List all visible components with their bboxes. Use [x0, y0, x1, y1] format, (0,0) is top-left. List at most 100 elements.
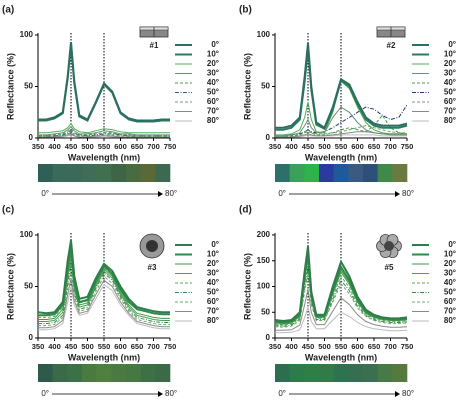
y-axis-label: Reflectance (%)	[5, 253, 15, 320]
legend-label: 60°	[207, 97, 219, 106]
legend-label: 80°	[207, 116, 219, 125]
x-tick-label: 600	[114, 342, 127, 351]
color-swatch	[96, 364, 112, 382]
x-tick-label: 600	[351, 342, 364, 351]
series-line	[38, 253, 170, 320]
series-line	[274, 258, 408, 325]
color-swatch	[304, 364, 320, 382]
legend-label: 0°	[211, 240, 219, 249]
series-line	[274, 268, 408, 327]
x-tick-label: 700	[147, 342, 160, 351]
series-line	[275, 80, 407, 136]
strip-arrow-head	[395, 191, 400, 197]
x-tick-label: 600	[351, 142, 364, 151]
legend-label: 0°	[211, 40, 219, 49]
color-swatch	[126, 164, 141, 182]
x-tick-label: 700	[147, 142, 160, 151]
x-tick-label: 750	[164, 342, 177, 351]
color-swatch	[289, 364, 305, 382]
color-swatch	[363, 364, 378, 382]
x-tick-label: 700	[384, 142, 397, 151]
x-axis-label: Wavelength (nm)	[68, 352, 140, 362]
legend-label: 0°	[448, 240, 456, 249]
x-tick-label: 750	[164, 142, 177, 151]
series-line	[274, 263, 408, 326]
series-line	[38, 269, 170, 327]
series-line	[275, 288, 408, 331]
color-swatch	[333, 364, 349, 382]
y-tick-label: 0	[29, 333, 34, 342]
legend-label: 10°	[207, 50, 219, 59]
x-tick-label: 350	[32, 342, 45, 351]
legend-label: 0°	[448, 40, 456, 49]
x-tick-label: 350	[32, 142, 45, 151]
panel-label: (c)	[2, 205, 14, 216]
legend-label: 70°	[444, 307, 456, 316]
color-swatch	[126, 364, 141, 382]
legend-label: 30°	[207, 69, 219, 78]
strip-label: 0°	[41, 389, 49, 398]
series-line	[275, 305, 408, 334]
x-tick-label: 450	[302, 142, 315, 151]
x-tick-label: 600	[114, 142, 127, 151]
series-line	[38, 133, 170, 138]
color-swatch	[319, 164, 334, 182]
x-tick-label: 450	[65, 342, 78, 351]
x-tick-label: 550	[335, 342, 348, 351]
inset-label: #2	[387, 41, 396, 50]
series-line	[275, 114, 408, 137]
legend-label: 70°	[444, 107, 456, 116]
y-tick-label: 100	[257, 30, 271, 39]
y-axis-label: Reflectance (%)	[242, 253, 252, 320]
legend-label: 20°	[207, 59, 219, 68]
color-swatch	[377, 164, 393, 182]
legend-label: 20°	[444, 59, 456, 68]
legend-label: 60°	[444, 97, 456, 106]
strip-label: 0°	[278, 389, 286, 398]
x-tick-label: 500	[81, 142, 94, 151]
strip-label: 80°	[165, 389, 177, 398]
legend-label: 30°	[444, 69, 456, 78]
series-line	[38, 278, 170, 329]
color-swatch	[155, 364, 171, 382]
legend-label: 40°	[207, 278, 219, 287]
color-swatch	[82, 164, 97, 182]
legend-label: 80°	[207, 316, 219, 325]
x-tick-label: 650	[368, 142, 381, 151]
x-tick-label: 450	[65, 142, 78, 151]
x-tick-label: 350	[269, 342, 282, 351]
y-tick-label: 50	[24, 282, 33, 291]
x-tick-label: 350	[269, 142, 282, 151]
inset-icon	[146, 240, 158, 252]
legend-label: 70°	[207, 307, 219, 316]
legend-label: 60°	[207, 297, 219, 306]
series-line	[274, 246, 408, 323]
color-swatch	[140, 364, 156, 382]
x-tick-label: 650	[368, 342, 381, 351]
color-swatch	[52, 364, 68, 382]
series-line	[38, 263, 170, 325]
color-swatch	[348, 364, 364, 382]
legend-label: 10°	[444, 250, 456, 259]
legend-label: 60°	[444, 297, 456, 306]
chart-panel: (c) 0 50 100 350 400 450 500 550 600 650 700 750 Wave…	[2, 205, 219, 398]
x-tick-label: 500	[318, 142, 331, 151]
color-swatch	[377, 364, 393, 382]
series-line	[38, 42, 170, 122]
series-line	[275, 104, 408, 137]
x-axis-label: Wavelength (nm)	[68, 152, 140, 162]
legend-label: 10°	[444, 50, 456, 59]
y-tick-label: 100	[20, 30, 34, 39]
legend-label: 40°	[207, 78, 219, 87]
legend-label: 50°	[207, 288, 219, 297]
legend-label: 80°	[444, 316, 456, 325]
x-tick-label: 750	[401, 342, 414, 351]
x-tick-label: 550	[98, 142, 111, 151]
color-swatch	[111, 164, 127, 182]
x-tick-label: 550	[98, 342, 111, 351]
color-swatch	[392, 364, 408, 382]
strip-arrow-head	[158, 191, 163, 197]
legend-label: 20°	[444, 259, 456, 268]
x-tick-label: 400	[48, 342, 61, 351]
